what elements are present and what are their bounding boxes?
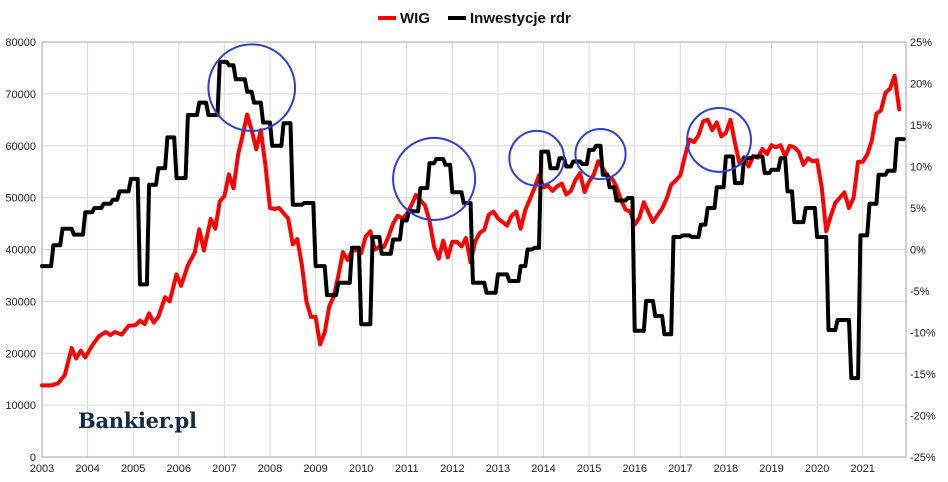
y-right-tick-label: 5% (910, 203, 926, 215)
y-right-tick-label: 20% (910, 79, 932, 91)
series-line-wig (40, 73, 902, 388)
annotation-circle (392, 136, 477, 221)
axes: 0 10000 20000 30000 40000 50000 60000 70000 8000… (5, 37, 935, 475)
y-right-tick-label: -5% (910, 286, 930, 298)
y-left-tick-label: 10000 (5, 400, 36, 412)
series-layer (40, 59, 906, 388)
x-tick-label: 2016 (622, 463, 646, 475)
x-tick-label: 2006 (167, 463, 191, 475)
y-left-tick-label: 70000 (5, 89, 36, 101)
bankier-logo: Bankier.pl (78, 408, 197, 433)
x-tick-label: 2012 (440, 463, 464, 475)
y-left-tick-label: 60000 (5, 141, 36, 153)
annotation-circles (207, 43, 752, 221)
x-tick-label: 2014 (531, 463, 555, 475)
x-tick-label: 2020 (805, 463, 829, 475)
x-tick-label: 2018 (714, 463, 738, 475)
y-left-tick-label: 0 (30, 452, 36, 464)
x-tick-label: 2017 (668, 463, 692, 475)
x-tick-label: 2005 (121, 463, 145, 475)
x-tick-label: 2008 (258, 463, 282, 475)
y-right-tick-label: 25% (910, 37, 932, 49)
x-tick-label: 2013 (486, 463, 510, 475)
legend: WIG Inwestycje rdr (378, 10, 571, 27)
x-tick-label: 2019 (759, 463, 783, 475)
annotation-circle (574, 127, 627, 181)
gridlines (41, 41, 906, 458)
legend-label-wig: WIG (400, 10, 430, 27)
legend-label-inwestycje: Inwestycje rdr (470, 10, 571, 27)
y-right-tick-label: -20% (910, 411, 936, 423)
y-left-tick-label: 30000 (5, 296, 36, 308)
y-left-tick-label: 80000 (5, 37, 36, 49)
y-right-tick-label: -25% (910, 452, 936, 464)
y-left-tick-label: 40000 (5, 245, 36, 257)
x-tick-label: 2011 (395, 463, 419, 475)
plot-frame (41, 41, 907, 458)
x-tick-label: 2021 (850, 463, 874, 475)
y-right-tick-label: 0% (910, 245, 926, 257)
x-tick-label: 2007 (212, 463, 236, 475)
x-tick-label: 2015 (577, 463, 601, 475)
x-tick-label: 2004 (75, 463, 99, 475)
y-left-tick-label: 20000 (5, 348, 36, 360)
x-tick-label: 2003 (30, 463, 54, 475)
series-line-inwestycje (40, 59, 906, 381)
y-right-tick-label: 15% (910, 120, 932, 132)
y-right-tick-label: -10% (910, 328, 936, 340)
x-tick-label: 2009 (303, 463, 327, 475)
annotation-circle (508, 129, 566, 187)
x-tick-label: 2010 (349, 463, 373, 475)
y-right-tick-label: -15% (910, 369, 936, 381)
annotation-circle (207, 43, 297, 132)
y-left-tick-label: 50000 (5, 193, 36, 205)
annotation-circle (686, 107, 752, 173)
y-right-tick-label: 10% (910, 162, 932, 174)
